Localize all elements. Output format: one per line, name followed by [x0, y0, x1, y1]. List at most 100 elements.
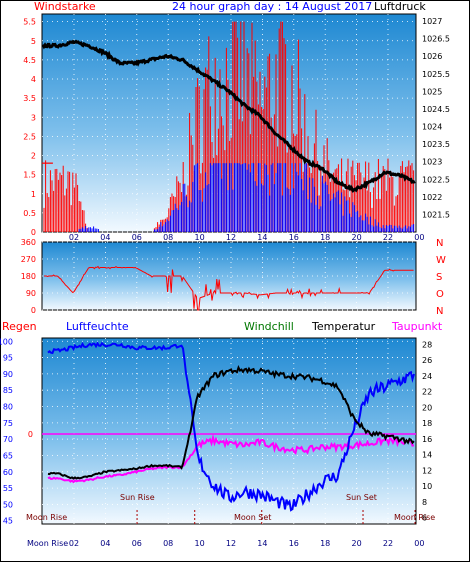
temperature-tick-label: 12 [422, 466, 432, 475]
humidity-tick-label: 90 [3, 370, 13, 379]
temperature-tick-label: 18 [422, 419, 432, 428]
wind-bars [78, 163, 415, 232]
humidity-tick-label: 65 [3, 451, 13, 460]
right-tick-label: 1026 [422, 52, 442, 61]
compass-letter: W [436, 255, 446, 266]
pressure-series [41, 39, 416, 193]
temperature-tick-label: 24 [422, 372, 432, 381]
right-tick-label: 1024.5 [422, 105, 450, 114]
moon-set-label: Moon Set [234, 513, 271, 522]
x-tick-label: 02 [69, 233, 79, 242]
bottom-x-ticks: 02 04 06 08 10 12 14 16 18 20 22 00 [69, 539, 425, 548]
humidity-tick-label: 100 [0, 337, 13, 346]
temperatur-label: Temperatur [311, 320, 376, 333]
direction-tick-label: 270 [21, 255, 36, 264]
x-tick-label: 20 [352, 539, 362, 548]
right-tick-label: 1023 [422, 158, 442, 167]
windchill-label: Windchill [244, 320, 294, 333]
right-tick-label: 1027 [422, 17, 442, 26]
direction-tick-label: 90 [26, 289, 36, 298]
left-tick-label: 3 [31, 113, 36, 122]
x-tick-label: 10 [195, 233, 205, 242]
x-tick-label: 16 [289, 233, 299, 242]
x-tick-label: 20 [352, 233, 362, 242]
top-right-label: Luftdruck [374, 0, 426, 13]
taupunkt-label: Taupunkt [391, 320, 443, 333]
right-tick-label: 1022.5 [422, 175, 450, 184]
temperature-tick-label: 8 [422, 498, 427, 507]
direction-line [44, 265, 414, 311]
x-tick-label: 22 [383, 233, 393, 242]
temperature-tick-label: 16 [422, 435, 432, 444]
sun-rise-label: Sun Rise [120, 493, 155, 502]
luftfeuchte-label: Luftfeuchte [66, 320, 129, 333]
left-tick-label: 2.5 [23, 132, 36, 141]
moon-rise-axis-label: Moon Rise [27, 539, 68, 548]
x-tick-label: 18 [320, 539, 330, 548]
humidity-tick-label: 50 [3, 500, 13, 509]
left-tick-label: 1.5 [23, 171, 36, 180]
right-tick-label: 1026.5 [422, 35, 450, 44]
bottom-series [47, 341, 415, 512]
direction-ticks: 360 270 180 90 0 [21, 238, 36, 315]
x-tick-label: 08 [163, 233, 173, 242]
x-tick-label: 04 [100, 539, 110, 548]
top-right-ticks: 1027 1026.5 1026 1025.5 1025 1024.5 1024 1023.5… [422, 17, 450, 219]
temperature-tick-label: 20 [422, 403, 432, 412]
regen-label: Regen [2, 320, 37, 333]
left-tick-label: 3.5 [23, 94, 36, 103]
humidity-tick-label: 85 [3, 386, 13, 395]
right-tick-label: 1024 [422, 123, 442, 132]
left-tick-label: 1 [31, 190, 36, 199]
dewpoint-line [47, 433, 415, 484]
x-tick-label: 16 [289, 539, 299, 548]
temperature-tick-label: 14 [422, 451, 432, 460]
x-tick-label: 14 [257, 539, 267, 548]
humidity-tick-label: 70 [3, 435, 13, 444]
top-left-label: Windstarke [34, 0, 96, 13]
x-tick-label: 08 [163, 539, 173, 548]
top-title: 24 hour graph day : 14 August 2017 [172, 0, 372, 13]
moon-rise-right-label: Moon Rise [394, 513, 435, 522]
left-tick-label: 4 [31, 75, 36, 84]
compass-letter: N [436, 238, 443, 249]
pressure-line [41, 39, 416, 193]
right-tick-label: 1025 [422, 87, 442, 96]
temperature-tick-label: 28 [422, 340, 432, 349]
humidity-tick-label: 60 [3, 468, 13, 477]
x-tick-label: 12 [226, 539, 236, 548]
right-tick-label: 1025.5 [422, 70, 450, 79]
x-tick-label: 12 [226, 233, 236, 242]
humidity-line [47, 341, 415, 512]
x-tick-label: 04 [100, 233, 110, 242]
x-tick-label: 10 [195, 539, 205, 548]
temperature-tick-label: 10 [422, 482, 432, 491]
direction-tick-label: 0 [31, 306, 36, 315]
x-tick-label: 14 [257, 233, 267, 242]
temperature-tick-label: 6 [422, 514, 427, 523]
top-x-ticks: 02 04 06 08 10 12 14 16 18 20 22 00 [69, 233, 425, 242]
bottom-panel: Regen Luftfeuchte Windchill Temperatur T… [0, 320, 443, 548]
rain-zero-tick: 0 [28, 430, 33, 439]
temperature-tick-label: 26 [422, 356, 432, 365]
sun-set-label: Sun Set [346, 493, 377, 502]
left-tick-label: 0 [31, 228, 36, 237]
direction-plot-area [41, 241, 417, 311]
humidity-tick-label: 80 [3, 403, 13, 412]
top-panel: Windstarke 24 hour graph day : 14 August… [23, 0, 450, 242]
left-tick-label: 2 [31, 152, 36, 161]
left-tick-label: 4.5 [23, 56, 36, 65]
top-left-ticks: 5.5 5 4.5 4 3.5 3 2.5 2 1.5 1 0.5 0 [23, 18, 36, 237]
right-tick-label: 1022 [422, 193, 442, 202]
humidity-tick-label: 75 [3, 419, 13, 428]
x-tick-label: 18 [320, 233, 330, 242]
moon-rise-left-label: Moon Rise [26, 513, 67, 522]
temperature-line [47, 364, 415, 480]
compass-letter: O [436, 289, 444, 300]
left-tick-label: 0.5 [23, 209, 36, 218]
x-tick-label: 06 [132, 539, 142, 548]
top-plot-area [41, 13, 417, 233]
left-tick-label: 5 [31, 37, 36, 46]
